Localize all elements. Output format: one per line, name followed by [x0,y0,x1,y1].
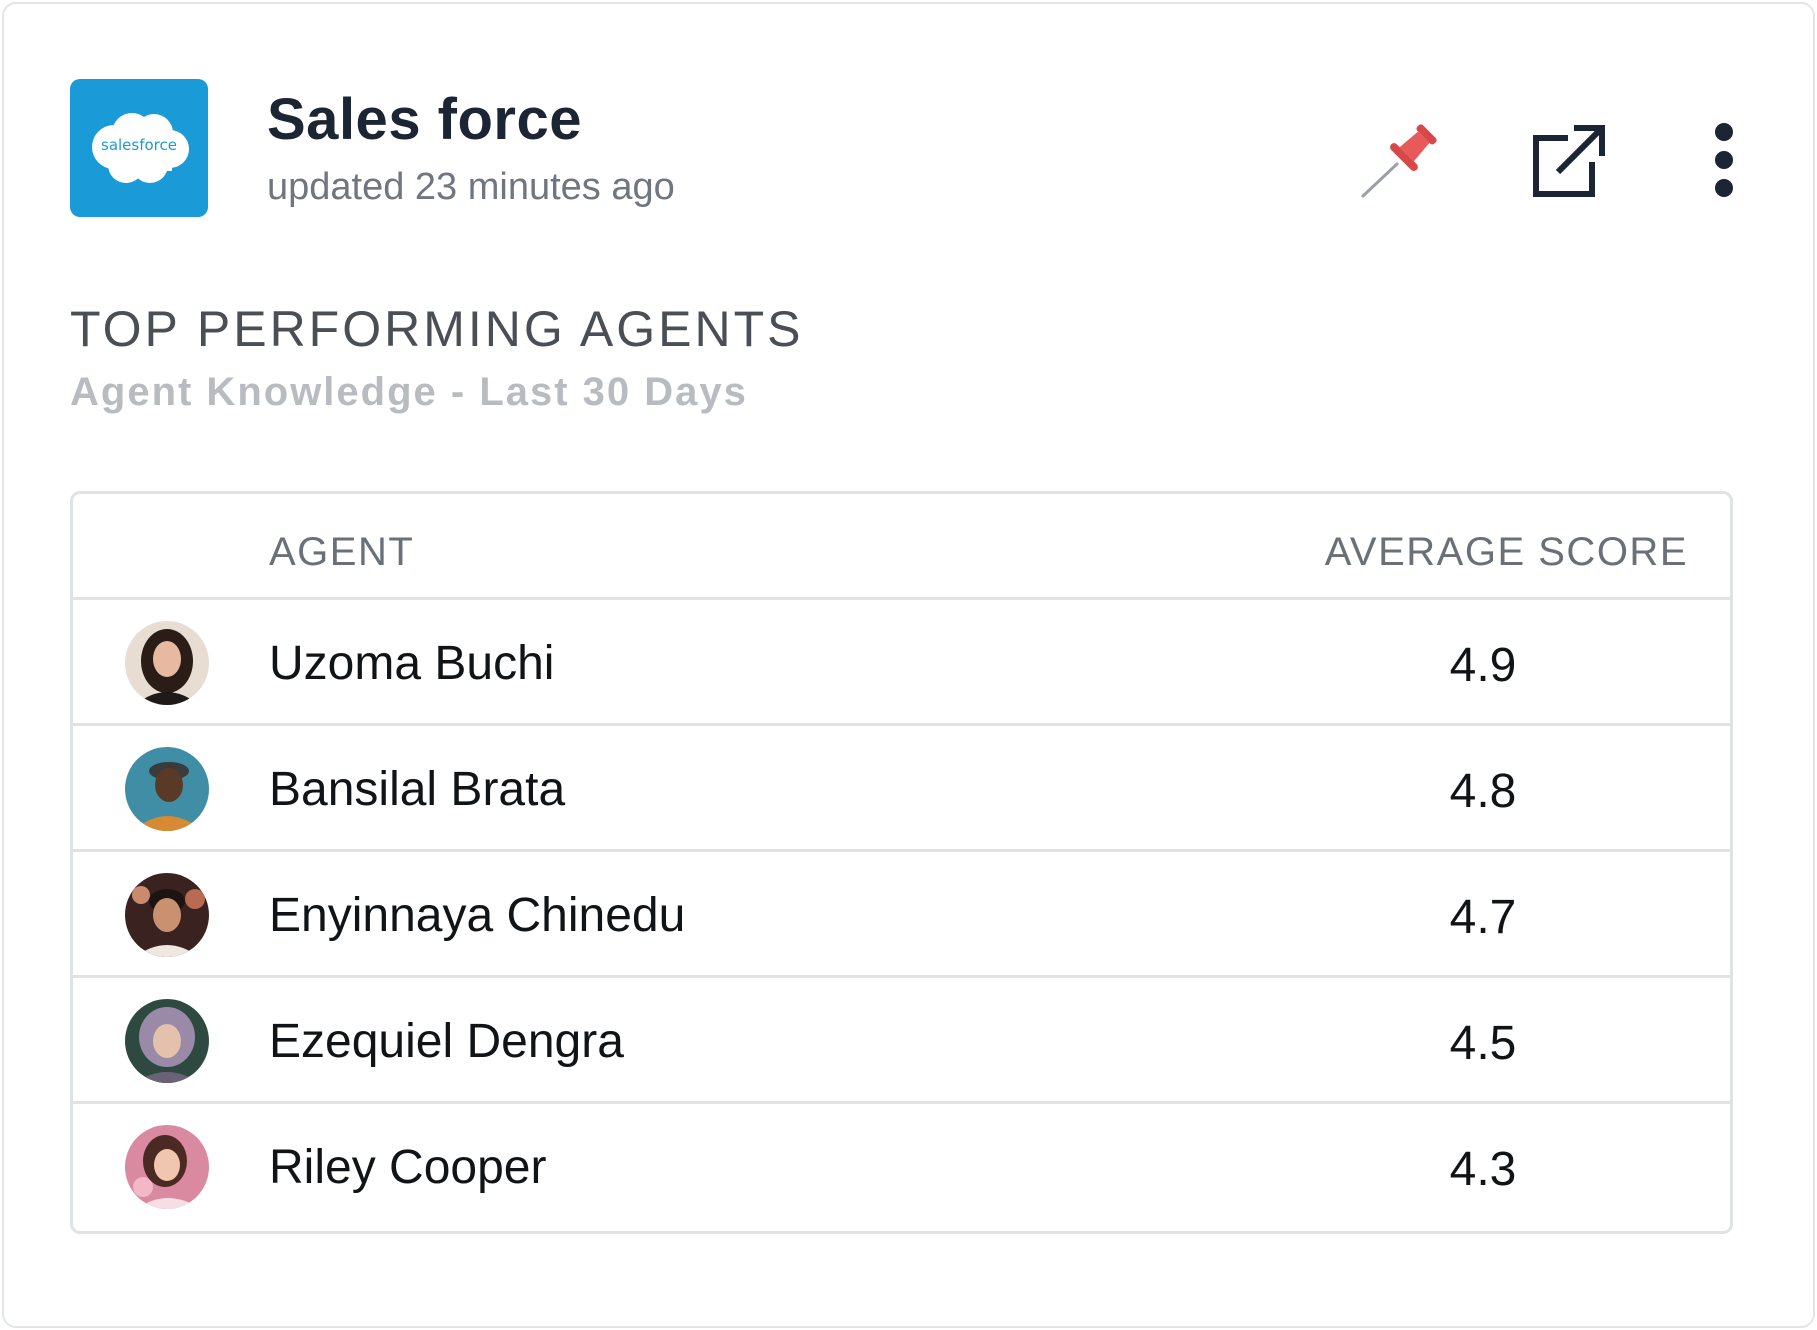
last-updated-text: updated 23 minutes ago [267,166,675,208]
agent-score: 4.9 [1449,639,1517,692]
column-header-agent[interactable]: AGENT [269,530,415,574]
external-link-icon[interactable] [1528,122,1608,202]
table-row[interactable]: Riley Cooper 4.3 [73,1104,1730,1230]
salesforce-logo: salesforce [70,79,208,217]
agent-score: 4.8 [1449,765,1517,818]
agents-table: AGENT AVERAGE SCORE Uzoma Buchi 4.9 [70,491,1733,1234]
app-title: Sales force [267,87,583,152]
agent-name: Ezequiel Dengra [269,1015,624,1068]
table-row[interactable]: Bansilal Brata 4.8 [73,726,1730,852]
table-row[interactable]: Enyinnaya Chinedu 4.7 [73,852,1730,978]
agent-score: 4.5 [1449,1017,1517,1070]
avatar [125,621,209,705]
logo-text: salesforce [101,136,177,154]
avatar [125,873,209,957]
table-row[interactable]: Ezequiel Dengra 4.5 [73,978,1730,1104]
table-header: AGENT AVERAGE SCORE [73,494,1730,600]
pin-icon[interactable] [1359,120,1449,200]
agent-name: Bansilal Brata [269,763,566,816]
agent-score: 4.3 [1449,1143,1517,1196]
table-row[interactable]: Uzoma Buchi 4.9 [73,600,1730,726]
column-header-average-score[interactable]: AVERAGE SCORE [1324,530,1688,574]
agent-score: 4.7 [1449,891,1517,944]
agent-name: Riley Cooper [269,1141,547,1194]
section-subtitle: Agent Knowledge - Last 30 Days [70,370,748,414]
section-title: TOP PERFORMING AGENTS [70,301,804,357]
agent-name: Uzoma Buchi [269,637,555,690]
more-vertical-icon[interactable] [1704,122,1744,202]
agent-name: Enyinnaya Chinedu [269,889,686,942]
avatar [125,1125,209,1209]
avatar [125,747,209,831]
avatar [125,999,209,1083]
